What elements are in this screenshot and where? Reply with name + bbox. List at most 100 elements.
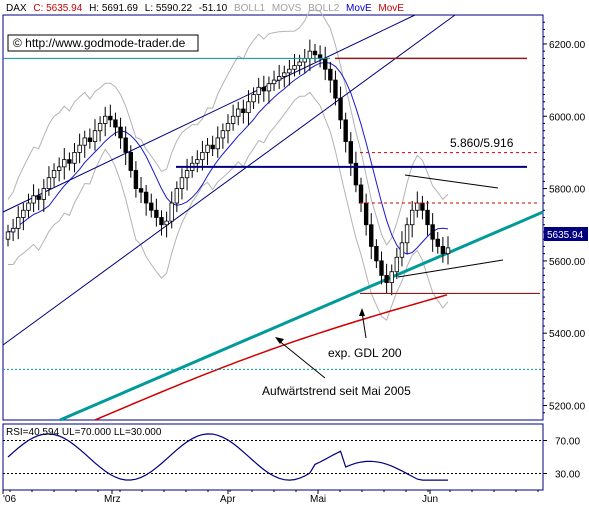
header-move-blue: MovE [346, 3, 372, 14]
rsi-line [7, 433, 448, 481]
candle-body-63 [328, 68, 333, 81]
candle-body-8 [46, 177, 52, 189]
candle-body-33 [174, 188, 180, 204]
bollinger-upper [7, 9, 449, 246]
candle-body-30 [159, 217, 164, 226]
candle-body-65 [338, 97, 343, 121]
y-tick-label-6200: 6200.00 [549, 40, 586, 51]
header-boll2: BOLL2 [308, 3, 340, 14]
horizontal-levels [3, 57, 543, 370]
bollinger-bands [7, 9, 449, 321]
candle-body-82 [425, 209, 430, 226]
header-high: H: 5691.69 [89, 3, 138, 14]
candle-body-17 [92, 130, 98, 142]
upper-channel-line [2, 14, 416, 213]
candle-body-32 [169, 202, 174, 222]
candle-body-4 [26, 202, 31, 211]
source-label-box [7, 34, 199, 52]
candle-body-55 [287, 68, 292, 74]
candle-body-11 [62, 159, 67, 168]
candle-body-44 [230, 115, 236, 124]
moving-average-blue [7, 61, 449, 255]
candle-body-39 [205, 144, 210, 153]
candle-body-20 [108, 115, 113, 121]
candle-body-69 [358, 184, 364, 204]
candle-body-59 [307, 50, 313, 59]
header-low: L: 5590.22 [145, 3, 193, 14]
bollinger-lower [8, 91, 449, 321]
trend-arrow [277, 339, 326, 379]
trend-arrowhead [275, 337, 284, 344]
candle-body-58 [302, 57, 307, 63]
y-tick-label-6000: 6000.00 [549, 112, 586, 123]
candle-body-5 [31, 195, 36, 204]
x-tick-label-1: Mrz [104, 494, 121, 505]
candle-body-53 [276, 76, 282, 81]
candle-body-31 [164, 220, 169, 226]
candle-body-29 [154, 209, 159, 218]
candle-body-74 [384, 274, 389, 283]
y-tick-label-5800: 5800.00 [549, 185, 586, 196]
candle-body-70 [363, 202, 369, 226]
source-label: © http://www.godmode-trader.de [13, 36, 186, 50]
candle-body-47 [246, 101, 251, 114]
candle-body-50 [261, 86, 267, 92]
candle-body-45 [236, 108, 241, 117]
candle-body-46 [241, 108, 246, 114]
candle-body-75 [389, 271, 394, 283]
candle-body-81 [420, 202, 425, 211]
candle-body-52 [271, 79, 277, 85]
x-tick-label-0: '06 [3, 494, 16, 505]
candle-body-15 [82, 137, 87, 146]
candle-body-26 [138, 188, 144, 193]
candle-body-77 [399, 242, 405, 258]
candle-body-16 [87, 137, 93, 142]
candle-body-24 [128, 152, 133, 171]
gdl-arrowhead [359, 308, 365, 316]
price-axis: 5200.00 5400.00 5600.00 5800.00 6000.00 6200.… [543, 21, 586, 414]
y-tick-label-5600: 5600.00 [549, 257, 586, 268]
candle-body-18 [97, 123, 103, 132]
candle-body-51 [266, 83, 272, 92]
candle-body-27 [143, 191, 149, 204]
candle-body-28 [149, 202, 154, 211]
candle-body-78 [404, 224, 410, 244]
x-tick-label-2: Apr [220, 494, 236, 505]
candle-body-23 [123, 137, 128, 153]
candle-body-22 [118, 126, 123, 139]
x-tick-label-4: Jun [422, 494, 438, 505]
rsi-tick-label-70: 70.00 [555, 437, 580, 448]
candle-body-49 [256, 86, 261, 95]
last-price-tag [544, 227, 588, 241]
rsi-panel: 30.00 70.00 [3, 433, 580, 481]
candle-body-2 [16, 217, 21, 229]
candle-body-56 [292, 65, 297, 70]
candle-body-41 [215, 137, 220, 150]
candle-body-79 [409, 209, 415, 226]
candle-body-84 [435, 238, 440, 247]
candle-body-12 [67, 159, 72, 164]
candle-body-42 [220, 130, 226, 139]
candle-body-48 [251, 94, 256, 103]
candle-body-86 [445, 247, 451, 255]
gdl-arrow [361, 311, 367, 339]
last-price-label: 5635.94 [547, 230, 584, 241]
candle-body-0 [5, 231, 11, 240]
candle-body-1 [10, 227, 16, 233]
y-tick-label-5400: 5400.00 [549, 329, 586, 340]
triangle-lower-line [397, 259, 504, 278]
resistance-label: 5.860/5.916 [450, 136, 514, 150]
candle-body-62 [323, 57, 328, 70]
time-axis: '06 Mrz Apr Mai Jun [2, 490, 539, 505]
candle-body-43 [225, 123, 231, 132]
candle-body-13 [72, 152, 77, 164]
candle-body-35 [184, 170, 190, 179]
candle-body-21 [113, 119, 118, 128]
candle-body-40 [210, 144, 215, 150]
header-boll1: BOLL1 [234, 3, 266, 14]
x-tick-label-3: Mai [310, 494, 326, 505]
candle-body-25 [133, 170, 139, 189]
